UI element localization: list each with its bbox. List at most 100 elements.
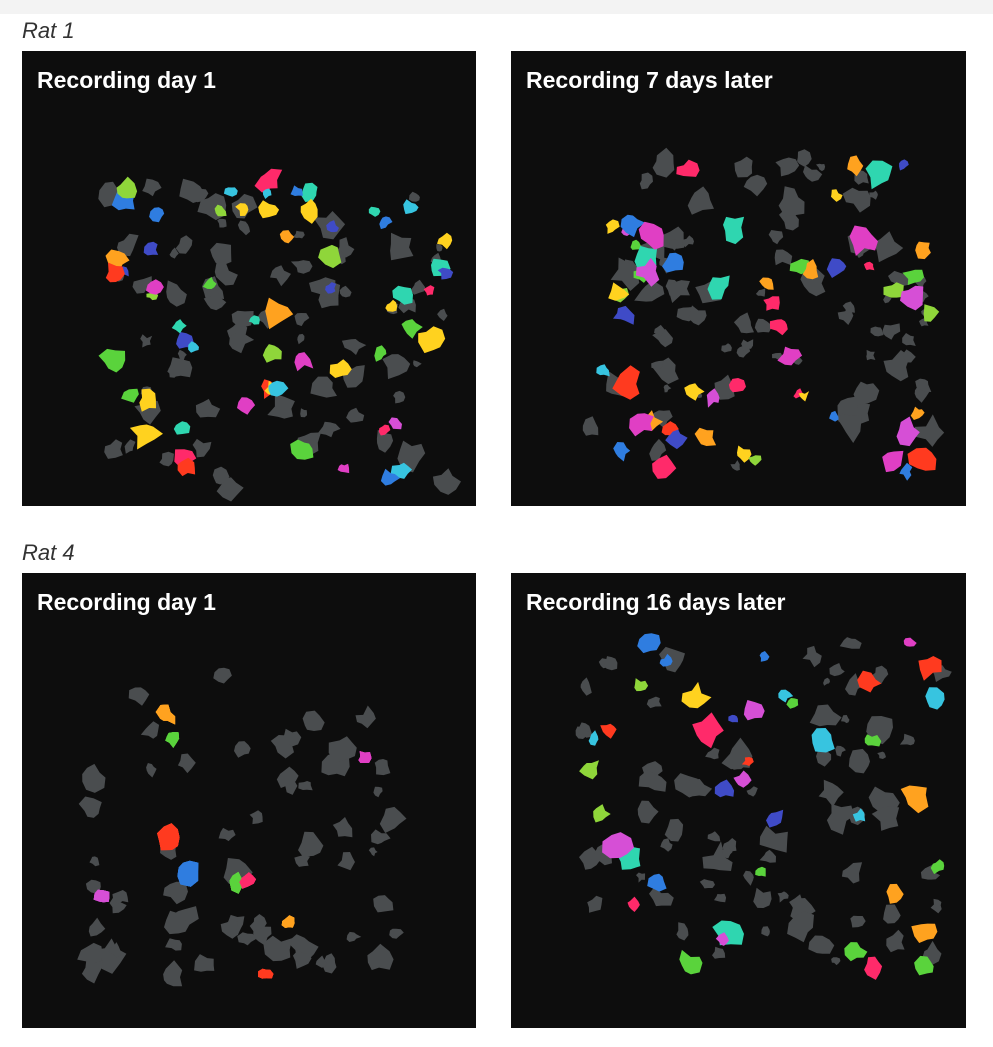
cell-blob bbox=[371, 829, 391, 845]
cell-blob bbox=[341, 339, 367, 355]
cell-blob bbox=[116, 176, 138, 199]
cell-blob bbox=[715, 932, 729, 946]
cell-blob bbox=[337, 852, 355, 871]
cell-blob bbox=[863, 261, 875, 271]
cell-blob bbox=[877, 751, 886, 759]
cell-blob bbox=[401, 319, 423, 339]
cell-blob bbox=[753, 887, 772, 908]
cell-blob bbox=[177, 349, 187, 362]
cell-blob bbox=[818, 779, 844, 807]
cell-blob bbox=[165, 732, 180, 748]
cell-blob bbox=[239, 872, 256, 889]
cell-blob bbox=[276, 766, 299, 788]
rat-4-label: Rat 4 bbox=[22, 540, 75, 565]
cell-blob bbox=[841, 715, 850, 724]
cell-blob bbox=[367, 943, 394, 971]
cell-blob bbox=[235, 203, 249, 216]
cell-blob bbox=[652, 454, 677, 479]
cell-blob bbox=[831, 957, 841, 966]
cell-blob bbox=[775, 157, 800, 177]
cell-blob bbox=[212, 466, 230, 485]
rat-4-day-16-cell-map bbox=[575, 633, 952, 980]
cell-blob bbox=[346, 407, 365, 423]
cell-blob bbox=[237, 397, 256, 415]
cell-blob bbox=[899, 159, 909, 171]
cell-blob bbox=[649, 438, 667, 461]
cell-blob bbox=[778, 689, 794, 703]
cell-blob bbox=[279, 230, 295, 244]
cell-blob bbox=[378, 424, 391, 436]
cell-blob bbox=[763, 296, 780, 311]
cell-blob bbox=[639, 172, 653, 190]
cell-blob bbox=[248, 315, 260, 325]
cell-blob bbox=[413, 360, 422, 368]
cell-blob bbox=[661, 421, 679, 436]
cell-blob bbox=[380, 468, 400, 486]
rat-4-day-1-panel: Recording day 1 bbox=[22, 573, 476, 1028]
cell-blob bbox=[759, 277, 774, 290]
cell-blob bbox=[179, 178, 205, 203]
cell-blob bbox=[882, 323, 901, 340]
cell-blob bbox=[290, 439, 314, 460]
cell-blob bbox=[842, 301, 855, 314]
cell-blob bbox=[146, 763, 157, 778]
cell-blob bbox=[580, 677, 592, 696]
cell-blob bbox=[192, 438, 212, 458]
cell-blob bbox=[759, 651, 770, 662]
cell-blob bbox=[647, 873, 667, 892]
cell-blob bbox=[108, 942, 121, 958]
cell-blob bbox=[714, 893, 727, 903]
cell-blob bbox=[930, 898, 942, 914]
cell-blob bbox=[582, 416, 599, 436]
cell-blob bbox=[82, 763, 106, 793]
cell-blob bbox=[737, 445, 752, 463]
cell-blob bbox=[379, 806, 407, 833]
cell-blob bbox=[294, 352, 314, 372]
cell-blob bbox=[267, 393, 295, 419]
cell-blob bbox=[873, 231, 904, 263]
cell-blob bbox=[620, 214, 646, 238]
cell-blob bbox=[613, 305, 635, 325]
cell-blob bbox=[104, 439, 123, 459]
cell-blob bbox=[203, 288, 227, 311]
cell-blob bbox=[768, 230, 784, 245]
cell-blob bbox=[610, 257, 640, 291]
cell-blob bbox=[759, 849, 776, 863]
cell-blob bbox=[786, 698, 799, 709]
cell-blob bbox=[789, 258, 810, 275]
cell-blob bbox=[869, 190, 878, 200]
cell-blob bbox=[755, 288, 766, 297]
cell-blob bbox=[888, 270, 910, 287]
cell-blob bbox=[368, 847, 378, 857]
cell-blob bbox=[886, 929, 905, 953]
cell-blob bbox=[171, 319, 187, 334]
cell-blob bbox=[798, 391, 810, 402]
cell-blob bbox=[290, 185, 303, 196]
cell-blob bbox=[149, 207, 165, 223]
cell-blob bbox=[900, 785, 929, 814]
cell-blob bbox=[155, 704, 176, 725]
cell-blob bbox=[165, 938, 182, 951]
cell-blob bbox=[229, 329, 255, 354]
cell-blob bbox=[253, 923, 272, 946]
cell-blob bbox=[143, 241, 159, 256]
cell-blob bbox=[864, 956, 883, 980]
cell-blob bbox=[900, 285, 924, 311]
cell-blob bbox=[223, 187, 238, 197]
cell-blob bbox=[844, 942, 868, 962]
cell-blob bbox=[163, 881, 188, 905]
cell-blob bbox=[816, 163, 826, 172]
cell-blob bbox=[636, 257, 660, 287]
cell-blob bbox=[896, 416, 920, 447]
cell-blob bbox=[293, 230, 305, 239]
cell-blob bbox=[385, 299, 398, 312]
cell-blob bbox=[651, 360, 664, 370]
cell-blob bbox=[883, 904, 901, 924]
cell-blob bbox=[166, 280, 187, 307]
cell-blob bbox=[634, 678, 649, 692]
cell-blob bbox=[681, 681, 712, 709]
cell-blob bbox=[688, 305, 707, 326]
cell-blob bbox=[436, 244, 443, 252]
cell-blob bbox=[374, 345, 387, 362]
cell-blob bbox=[902, 269, 925, 286]
